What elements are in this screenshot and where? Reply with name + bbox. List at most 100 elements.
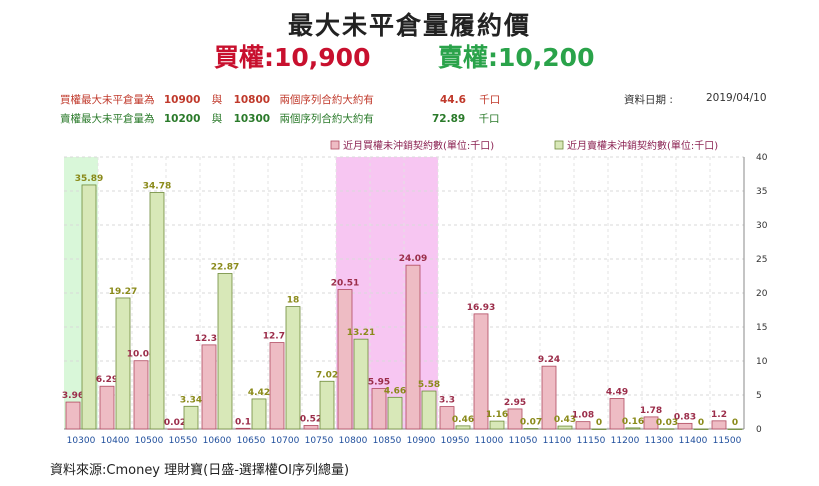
y-tick-label: 15 [756, 323, 767, 333]
call-bar [303, 425, 319, 430]
put-bar [183, 405, 199, 430]
put-info-unit: 千口 [478, 113, 500, 125]
call-bar [643, 416, 659, 430]
put-bar [149, 192, 165, 430]
call-data-label: 24.09 [399, 254, 427, 264]
put-bar [81, 184, 97, 430]
call-data-label: 4.49 [606, 387, 628, 397]
put-bar [353, 338, 369, 430]
call-bar [575, 421, 591, 430]
call-info-strike1: 10900 [163, 94, 201, 106]
put-info-strike1: 10200 [163, 113, 201, 125]
put-data-label: 7.02 [316, 370, 338, 380]
data-date-value: 2019/04/10 [706, 92, 767, 104]
legend-put-label: 近月賣權未沖銷契約數(單位:千口) [567, 139, 718, 152]
call-data-label: 0.1 [235, 417, 251, 427]
y-tick-label: 40 [756, 153, 768, 163]
put-bar [387, 396, 403, 430]
put-info-amount-group: 72.89 千口 [432, 111, 500, 126]
y-tick-label: 30 [756, 221, 768, 231]
put-data-label: 3.34 [180, 395, 202, 405]
x-tick-label: 10750 [305, 436, 334, 446]
put-data-label: 0 [732, 418, 738, 428]
call-info-desc: 兩個序列合約大約有 [279, 94, 374, 106]
call-data-label: 12.71 [263, 332, 291, 342]
x-tick-label: 10850 [373, 436, 402, 446]
put-bar [557, 425, 573, 430]
call-data-label: 3.96 [62, 391, 84, 401]
call-data-label: 2.95 [504, 398, 526, 408]
y-tick-label: 35 [756, 187, 767, 197]
call-data-label: 12.37 [195, 334, 223, 344]
call-data-label: 20.51 [331, 279, 359, 289]
x-tick-label: 10900 [407, 436, 436, 446]
x-tick-label: 11300 [645, 436, 674, 446]
call-data-label: 5.95 [368, 378, 390, 388]
put-bar [115, 297, 131, 430]
x-tick-label: 11050 [509, 436, 538, 446]
call-info-unit: 千口 [479, 94, 501, 106]
y-tick-label: 25 [756, 255, 767, 265]
put-data-label: 0.46 [452, 415, 474, 425]
call-bar [371, 388, 387, 430]
call-data-label: 1.2 [711, 410, 727, 420]
call-data-label: 3.3 [439, 396, 455, 406]
put-info-label: 賣權最大未平倉量為 [60, 113, 155, 125]
put-bar [285, 306, 301, 430]
put-data-label: 22.87 [211, 262, 239, 272]
put-bar [489, 420, 505, 430]
call-bar [677, 422, 693, 430]
put-data-label: 0.16 [622, 417, 644, 427]
call-data-label: 0.52 [300, 414, 322, 424]
call-bar [99, 385, 115, 430]
put-info-and: 與 [211, 113, 223, 125]
call-bar [337, 289, 353, 430]
x-tick-label: 10950 [441, 436, 470, 446]
call-data-label: 16.93 [467, 303, 495, 313]
put-info-desc: 兩個序列合約大約有 [279, 113, 374, 125]
legend-put-swatch [554, 140, 564, 150]
put-data-label: 18 [287, 296, 300, 306]
put-info-row: 賣權最大未平倉量為 10200 與 10300 兩個序列合約大約有 [60, 111, 374, 126]
call-bar [201, 344, 217, 430]
call-info-strike2: 10800 [233, 94, 271, 106]
call-bar [133, 360, 149, 430]
x-tick-label: 10300 [67, 436, 96, 446]
put-info-amount: 72.89 [432, 113, 466, 125]
put-data-label: 0.03 [656, 418, 678, 428]
put-data-label: 19.27 [109, 287, 137, 297]
put-bar [693, 428, 709, 430]
call-bar [507, 408, 523, 430]
put-data-label: 4.42 [248, 388, 270, 398]
x-tick-label: 11200 [611, 436, 640, 446]
put-data-label: 0.43 [554, 415, 576, 425]
put-data-label: 35.89 [75, 174, 103, 184]
call-bar [711, 420, 727, 430]
put-bar [251, 398, 267, 430]
put-data-label: 0 [596, 418, 602, 428]
x-tick-label: 10400 [101, 436, 130, 446]
put-bar [523, 428, 539, 430]
call-data-label: 9.24 [538, 355, 560, 365]
call-data-label: 10.04 [127, 350, 155, 360]
put-data-label: 13.21 [347, 328, 375, 338]
call-data-label: 1.08 [572, 411, 594, 421]
put-data-label: 5.58 [418, 380, 440, 390]
call-info-row: 買權最大未平倉量為 10900 與 10800 兩個序列合約大約有 [60, 92, 374, 107]
put-bar [625, 427, 641, 430]
x-tick-label: 10550 [169, 436, 198, 446]
y-tick-label: 10 [756, 357, 768, 367]
call-bar [269, 342, 285, 430]
put-bar [217, 273, 233, 430]
call-bar [65, 401, 81, 430]
call-bar [167, 428, 183, 430]
legend-call-label: 近月買權未沖銷契約數(單位:千口) [343, 139, 494, 152]
x-tick-label: 10500 [135, 436, 164, 446]
put-data-label: 4.66 [384, 386, 406, 396]
put-bar [421, 390, 437, 430]
put-bar [727, 428, 743, 430]
call-bar [473, 313, 489, 430]
put-bar [455, 425, 471, 430]
x-tick-label: 11500 [713, 436, 742, 446]
